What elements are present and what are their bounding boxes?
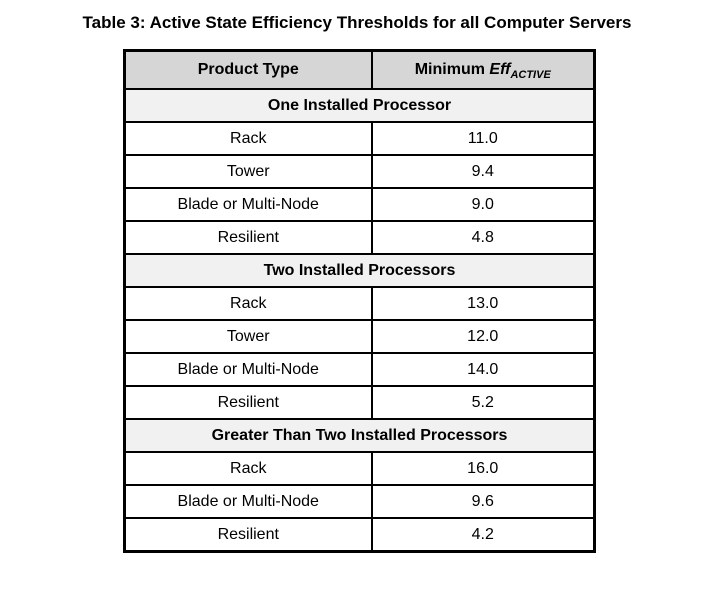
table-row: Blade or Multi-Node 14.0: [123, 352, 596, 387]
min-eff-cell: 4.8: [370, 220, 596, 255]
product-type-cell: Rack: [123, 451, 373, 486]
min-eff-cell: 4.2: [370, 517, 596, 553]
min-eff-cell: 9.0: [370, 187, 596, 222]
product-type-cell: Blade or Multi-Node: [123, 484, 373, 519]
efficiency-thresholds-table: Product Type Minimum EffACTIVE One Insta…: [123, 49, 596, 553]
table-row: Resilient 4.2: [123, 517, 596, 553]
table-row: Rack 11.0: [123, 121, 596, 156]
product-type-cell: Tower: [123, 319, 373, 354]
table-row: Rack 16.0: [123, 451, 596, 486]
min-eff-cell: 9.6: [370, 484, 596, 519]
min-eff-cell: 14.0: [370, 352, 596, 387]
table-row: Resilient 5.2: [123, 385, 596, 420]
product-type-cell: Tower: [123, 154, 373, 189]
product-type-cell: Resilient: [123, 220, 373, 255]
min-eff-column-header: Minimum EffACTIVE: [370, 49, 596, 90]
min-eff-cell: 9.4: [370, 154, 596, 189]
header-row: Product Type Minimum EffACTIVE: [123, 49, 596, 90]
min-eff-subscript: ACTIVE: [510, 69, 551, 82]
section-header-row: Greater Than Two Installed Processors: [123, 418, 596, 453]
product-type-column-header: Product Type: [123, 49, 373, 90]
min-eff-cell: 11.0: [370, 121, 596, 156]
min-eff-term: Eff: [489, 61, 511, 78]
table-row: Tower 9.4: [123, 154, 596, 189]
product-type-cell: Resilient: [123, 517, 373, 553]
table-row: Rack 13.0: [123, 286, 596, 321]
min-eff-cell: 16.0: [370, 451, 596, 486]
product-type-cell: Resilient: [123, 385, 373, 420]
min-eff-cell: 13.0: [370, 286, 596, 321]
min-eff-prefix: Minimum: [414, 61, 490, 78]
table-row: Resilient 4.8: [123, 220, 596, 255]
min-eff-cell: 12.0: [370, 319, 596, 354]
table-header: Product Type Minimum EffACTIVE: [123, 49, 596, 90]
min-eff-cell: 5.2: [370, 385, 596, 420]
section-header-row: Two Installed Processors: [123, 253, 596, 288]
section-header-cell: Two Installed Processors: [123, 253, 596, 288]
product-type-cell: Blade or Multi-Node: [123, 187, 373, 222]
table-row: Blade or Multi-Node 9.6: [123, 484, 596, 519]
table-body: One Installed Processor Rack 11.0 Tower 9.4 B…: [123, 88, 596, 553]
section-header-cell: Greater Than Two Installed Processors: [123, 418, 596, 453]
table-row: Tower 12.0: [123, 319, 596, 354]
product-type-cell: Rack: [123, 121, 373, 156]
product-type-cell: Rack: [123, 286, 373, 321]
section-header-cell: One Installed Processor: [123, 88, 596, 123]
product-type-cell: Blade or Multi-Node: [123, 352, 373, 387]
table-row: Blade or Multi-Node 9.0: [123, 187, 596, 222]
table-caption: Table 3: Active State Efficiency Thresho…: [82, 13, 632, 32]
section-header-row: One Installed Processor: [123, 88, 596, 123]
